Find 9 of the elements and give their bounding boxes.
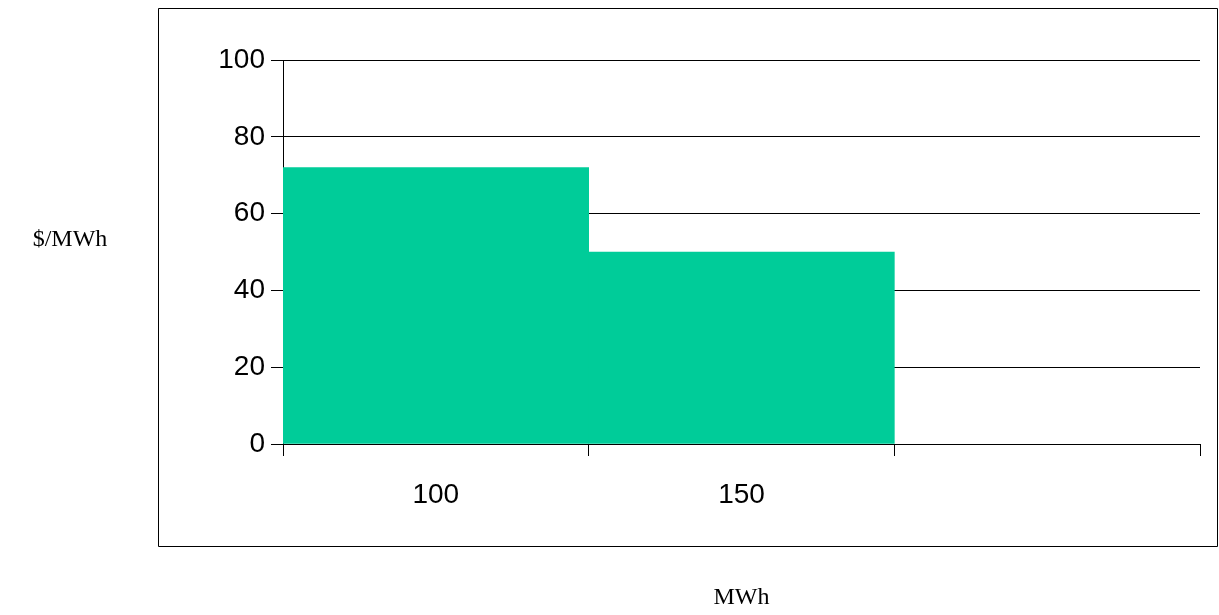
x-tick-label: 150	[718, 477, 765, 509]
y-tick-label: 40	[233, 273, 265, 305]
y-tick-label: 100	[218, 42, 265, 74]
y-tick-label: 20	[233, 349, 265, 381]
y-tick-label: 0	[249, 426, 265, 458]
y-tick-label: 80	[233, 119, 265, 151]
y-axis-title: $/MWh	[32, 225, 108, 252]
x-axis-title: MWh	[713, 583, 770, 610]
y-tick-label: 60	[233, 196, 265, 228]
